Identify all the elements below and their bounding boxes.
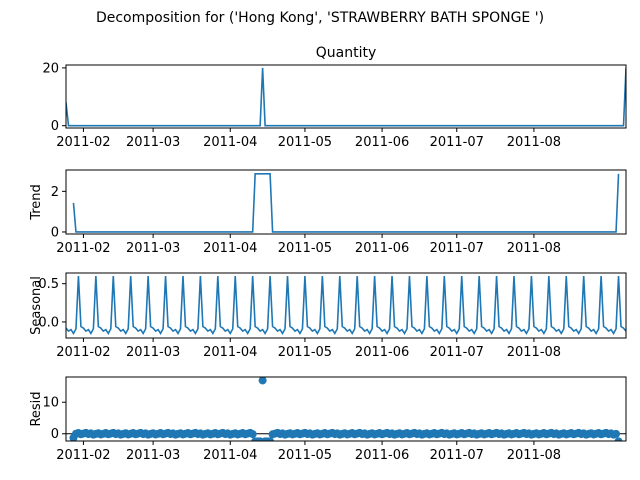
x-tick-label: 2011-06 xyxy=(355,135,409,150)
axes-frame xyxy=(65,376,627,442)
x-tick-label: 2011-04 xyxy=(203,135,257,150)
x-tick-label: 2011-02 xyxy=(56,448,110,463)
series-line xyxy=(66,276,626,335)
x-tick-label: 2011-03 xyxy=(126,448,180,463)
x-tick-label: 2011-08 xyxy=(507,448,561,463)
panel-4: 0 10 2011-02 2011-03 2011-04 2011-05 2011-06 20… xyxy=(29,376,627,463)
x-tick-label: 2011-05 xyxy=(278,241,332,256)
y-tick-label: 10 xyxy=(42,396,59,411)
x-tick-label: 2011-05 xyxy=(278,345,332,360)
axes-frame xyxy=(65,169,627,235)
x-tick-label: 2011-06 xyxy=(355,448,409,463)
resid-point xyxy=(266,437,275,441)
resid-point xyxy=(612,429,621,438)
series-line xyxy=(66,67,626,127)
plot-area xyxy=(72,173,620,233)
plot-area xyxy=(66,67,626,127)
y-tick-label: 0.0 xyxy=(38,315,59,330)
plot-area xyxy=(66,377,626,441)
panel-2: 0 2 2011-02 2011-03 2011-04 2011-05 2011-06 201… xyxy=(29,169,627,256)
y-tick-label: 0 xyxy=(51,427,59,442)
y-tick-label: 2 xyxy=(51,185,59,200)
x-tick-label: 2011-07 xyxy=(430,345,484,360)
x-tick-label: 2011-05 xyxy=(278,448,332,463)
panel-3: 0.0 0.5 2011-02 2011-03 2011-04 2011-05 2011-0… xyxy=(29,272,627,360)
y-axis-label: Resid xyxy=(29,391,44,426)
x-tick-label: 2011-08 xyxy=(507,345,561,360)
plot-area xyxy=(66,276,626,335)
x-tick-label: 2011-05 xyxy=(278,135,332,150)
x-tick-label: 2011-07 xyxy=(430,448,484,463)
y-tick-label: 0 xyxy=(51,119,59,134)
x-tick-label: 2011-08 xyxy=(507,135,561,150)
x-tick-label: 2011-02 xyxy=(56,241,110,256)
resid-point xyxy=(614,437,623,441)
axes-frame xyxy=(65,272,627,339)
x-tick-label: 2011-03 xyxy=(126,241,180,256)
x-tick-label: 2011-06 xyxy=(355,345,409,360)
x-tick-label: 2011-08 xyxy=(507,241,561,256)
x-tick-label: 2011-03 xyxy=(126,345,180,360)
x-tick-label: 2011-06 xyxy=(355,241,409,256)
y-axis-label: Seasonal xyxy=(29,276,44,335)
x-tick-label: 2011-07 xyxy=(430,241,484,256)
resid-point xyxy=(248,430,257,439)
series-line xyxy=(72,173,620,233)
resid-point xyxy=(258,377,267,385)
y-tick-label: 20 xyxy=(42,61,59,76)
x-tick-label: 2011-03 xyxy=(126,135,180,150)
panel-1: 0 20 2011-02 2011-03 2011-04 2011-05 2011-06 20… xyxy=(42,45,627,150)
x-tick-label: 2011-04 xyxy=(203,345,257,360)
axes-frame xyxy=(65,64,627,129)
x-tick-label: 2011-04 xyxy=(203,448,257,463)
y-tick-label: 0 xyxy=(51,225,59,240)
x-tick-label: 2011-02 xyxy=(56,345,110,360)
subplot-title: Quantity xyxy=(316,45,377,61)
y-axis-label: Trend xyxy=(29,184,44,221)
x-tick-label: 2011-07 xyxy=(430,135,484,150)
suptitle: Decomposition for ('Hong Kong', 'STRAWBE… xyxy=(96,10,544,26)
x-tick-label: 2011-02 xyxy=(56,135,110,150)
x-tick-label: 2011-04 xyxy=(203,241,257,256)
y-tick-label: 0.5 xyxy=(38,277,59,292)
